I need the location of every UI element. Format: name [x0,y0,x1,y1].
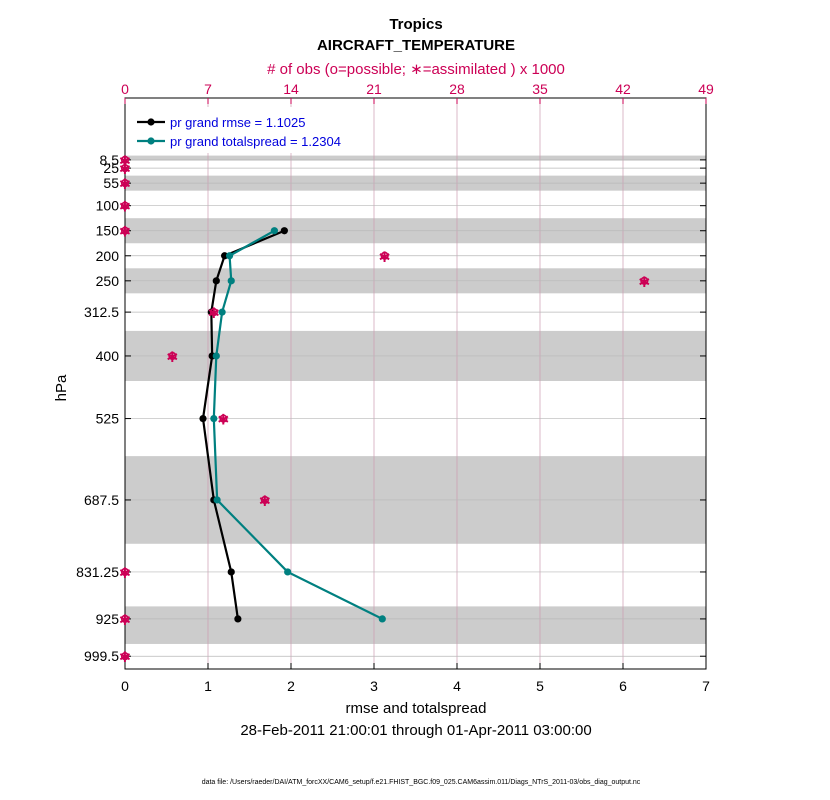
series-point-1 [227,568,235,576]
obs-possible-marker [120,652,130,661]
shaded-layer [125,155,706,161]
obs-possible-marker [120,155,130,164]
y-tick-label: 25 [103,160,119,176]
series-point-2 [213,496,221,504]
shaded-layers [125,155,706,644]
x-tick-label: 0 [121,678,129,694]
obs-assimilated-marker: ∗ [207,303,221,322]
obs-possible-marker [120,179,130,188]
y-tick-label: 250 [96,273,120,289]
series-point-1 [280,227,288,235]
x-tick-label: 5 [536,678,544,694]
series-point-2 [378,615,386,623]
top-tick-label: 49 [698,81,714,97]
series-point-2 [210,414,218,423]
legend-marker-1 [147,118,155,126]
obs-possible-marker [168,351,177,361]
obs-assimilated-marker: ∗ [378,247,392,266]
x-tick-label: 6 [619,678,627,694]
y-tick-label: 400 [96,348,120,364]
series-point-1 [212,277,220,285]
obs-count-markers: ∗∗∗∗∗∗∗∗∗∗∗∗∗∗ [118,151,652,666]
x-axis-label: rmse and totalspread [346,700,487,717]
y-tick-label: 312.5 [84,304,119,320]
x-tick-label: 2 [287,678,295,694]
series-point-2 [227,277,235,285]
series-point-2 [218,308,226,316]
top-tick-label: 35 [532,81,548,97]
obs-possible-marker [120,567,130,577]
legend: pr grand rmse = 1.1025 pr grand totalspre… [133,107,373,153]
top-tick-label: 0 [121,81,129,97]
series-point-1 [234,615,242,623]
chart-subtitle: AIRCRAFT_TEMPERATURE [317,37,515,54]
top-axis-label: # of obs (o=possible; ∗=assimilated ) x … [267,61,565,78]
axis-ticks: 0 7 14 21 28 35 42 498.52555100150200250312.540… [76,81,714,694]
y-tick-label: 150 [96,223,120,239]
y-tick-label: 55 [103,175,119,191]
legend-label-2: pr grand totalspread = 1.2304 [170,134,341,149]
date-range: 28-Feb-2011 21:00:01 through 01-Apr-2011… [240,722,591,739]
obs-possible-marker [120,614,130,624]
obs-assimilated-marker: ∗ [118,159,132,178]
footnote: data file: /Users/raeder/DAI/ATM_forcXX/… [202,779,641,786]
obs-assimilated-marker: ∗ [216,410,230,429]
legend-label-1: pr grand rmse = 1.1025 [170,115,306,130]
y-axis-label: hPa [53,374,70,401]
series-point-1 [221,252,229,260]
y-tick-label: 687.5 [84,492,119,508]
obs-possible-marker [260,495,270,505]
obs-assimilated-marker: ∗ [118,647,132,666]
obs-assimilated-marker: ∗ [165,347,179,366]
y-tick-label: 525 [96,411,120,427]
obs-possible-marker [120,226,130,235]
obs-assimilated-marker: ∗ [118,563,132,582]
obs-possible-marker [120,201,130,210]
obs-possible-marker [209,308,219,317]
top-tick-label: 7 [204,81,212,97]
top-tick-label: 42 [615,81,631,97]
series-point-2 [225,252,234,260]
obs-possible-marker [219,414,228,423]
series-point-2 [284,568,292,576]
obs-assimilated-marker: ∗ [637,272,651,291]
top-tick-label: 21 [366,81,382,97]
series-point-2 [270,227,278,235]
legend-marker-2 [147,137,155,145]
obs-assimilated-marker: ∗ [118,174,132,193]
y-tick-label: 8.5 [100,152,120,168]
obs-possible-marker [380,251,389,260]
legend-box [133,107,373,153]
shaded-layer [125,606,706,644]
obs-possible-marker [640,276,649,285]
y-tick-label: 100 [96,198,120,214]
obs-assimilated-marker: ∗ [118,222,132,241]
chart-title: Tropics [389,16,442,33]
y-tick-label: 200 [96,248,120,264]
y-tick-label: 999.5 [84,648,119,664]
x-tick-label: 3 [370,678,378,694]
series-point-2 [212,352,220,360]
x-tick-label: 4 [453,678,461,694]
series-point-1 [199,414,207,423]
y-tick-label: 831.25 [76,564,119,580]
top-tick-label: 14 [283,81,299,97]
obs-possible-marker [120,164,130,173]
x-tick-label: 7 [702,678,710,694]
x-tick-label: 1 [204,678,212,694]
series-group [199,227,386,623]
plot-frame [124,97,707,670]
obs-assimilated-marker: ∗ [258,491,272,510]
y-tick-label: 925 [96,611,120,627]
obs-assimilated-marker: ∗ [118,197,132,216]
top-tick-label: 28 [449,81,465,97]
obs-assimilated-marker: ∗ [118,151,132,170]
obs-assimilated-marker: ∗ [118,610,132,629]
